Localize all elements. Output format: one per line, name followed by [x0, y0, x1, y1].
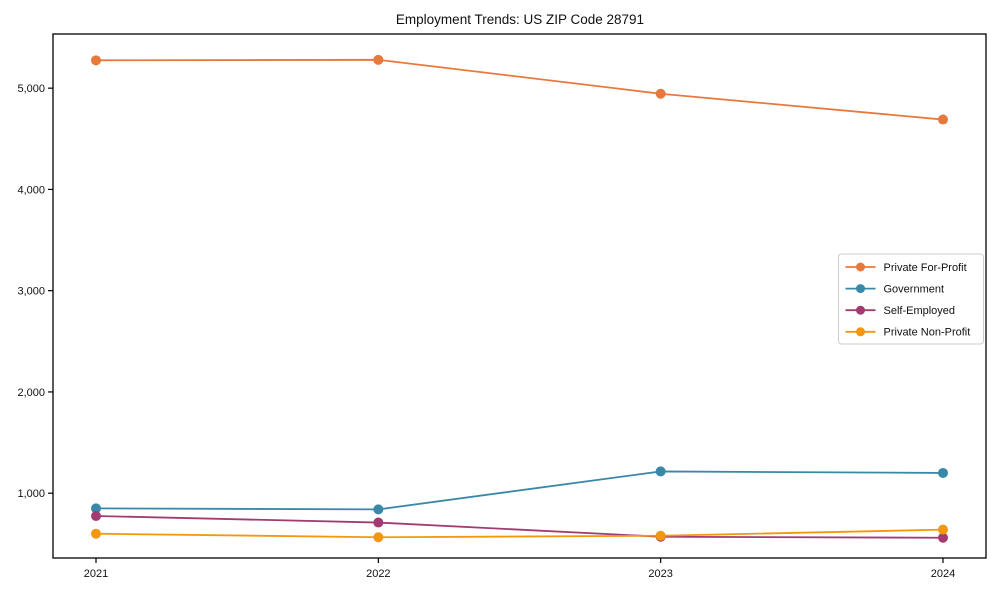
chart-title: Employment Trends: US ZIP Code 28791 [396, 12, 644, 27]
series-marker-private-for-profit-2024 [938, 114, 948, 125]
legend: Private For-Profit Government Self-Employe… [838, 253, 984, 345]
axes: 1,000 2,000 3,000 4,000 5,000 2021 2022 2023 202… [17, 33, 987, 580]
x-tick-label: 2023 [648, 568, 672, 580]
series-marker-private-for-profit-2023 [655, 88, 666, 99]
x-tick-label: 2021 [84, 568, 108, 580]
legend-label-self-employed: Self-Employed [884, 305, 956, 317]
y-tick-label: 1,000 [17, 488, 45, 500]
series-marker-private-non-profit-2023 [655, 530, 666, 541]
plot-border [52, 33, 987, 559]
series-marker-government-2021 [91, 503, 101, 514]
y-tick-label: 5,000 [17, 83, 45, 95]
series-marker-private-non-profit-2024 [938, 524, 948, 535]
series-line-private-for-profit [95, 58, 944, 121]
y-tick-label: 4,000 [17, 184, 45, 196]
legend-swatch-marker-private-non-profit [856, 327, 865, 337]
series-marker-self-employed-2024 [938, 532, 948, 543]
series-marker-government-2022 [373, 504, 384, 515]
series-line-private-non-profit [95, 528, 944, 539]
series-marker-self-employed-2022 [373, 517, 384, 528]
series-marker-private-for-profit-2022 [373, 54, 384, 65]
series-marker-government-2024 [938, 467, 948, 478]
legend-label-government: Government [884, 283, 945, 295]
y-tick-label: 3,000 [17, 286, 45, 298]
x-tick-label: 2022 [366, 568, 390, 580]
legend-box [838, 253, 984, 345]
series-marker-private-for-profit-2021 [91, 55, 101, 66]
legend-label-private-non-profit: Private Non-Profit [884, 327, 971, 339]
series-marker-private-non-profit-2021 [91, 528, 101, 539]
legend-swatch-marker-self-employed [856, 305, 865, 315]
series-line-government [95, 470, 944, 511]
series-marker-private-non-profit-2022 [373, 532, 384, 543]
plot-series [91, 54, 948, 543]
series-line-self-employed [95, 515, 944, 539]
legend-swatch-marker-government [856, 284, 865, 294]
x-tick-label: 2024 [931, 568, 955, 580]
y-tick-label: 2,000 [17, 387, 45, 399]
series-marker-self-employed-2021 [91, 510, 101, 521]
series-marker-government-2023 [655, 466, 666, 477]
legend-label-private-for-profit: Private For-Profit [884, 262, 967, 274]
legend-swatch-marker-private-for-profit [856, 262, 865, 272]
